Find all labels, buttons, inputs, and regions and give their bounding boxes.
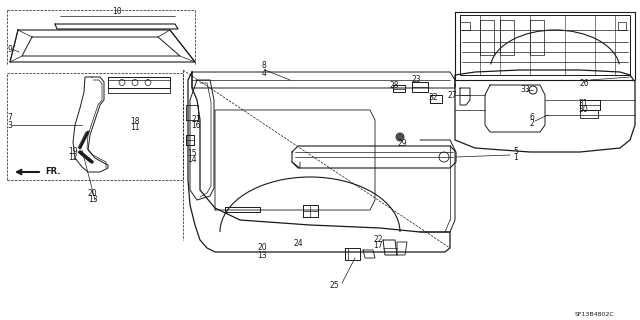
Circle shape (396, 133, 404, 141)
Circle shape (397, 134, 403, 140)
Text: 23: 23 (412, 76, 422, 84)
Text: 2: 2 (530, 119, 535, 129)
Text: 24: 24 (293, 238, 303, 247)
Text: 3: 3 (7, 121, 12, 130)
Text: 32: 32 (428, 93, 438, 102)
Text: 21: 21 (191, 115, 200, 124)
Text: 6: 6 (530, 113, 535, 122)
Text: 25: 25 (330, 282, 340, 291)
Bar (460, 22, 470, 30)
Text: 13: 13 (257, 251, 267, 260)
Text: 27: 27 (447, 92, 456, 100)
Text: 33: 33 (520, 85, 530, 94)
Bar (618, 22, 626, 30)
Text: 15: 15 (187, 148, 196, 157)
Text: 29: 29 (398, 140, 408, 148)
Text: 11: 11 (130, 124, 140, 132)
Text: 19: 19 (68, 147, 77, 156)
Text: 26: 26 (579, 78, 589, 87)
Text: 4: 4 (262, 68, 267, 77)
Text: 20: 20 (257, 244, 267, 252)
Text: 30: 30 (578, 106, 588, 115)
Text: 16: 16 (191, 122, 200, 131)
Text: SF13B4802C: SF13B4802C (575, 311, 615, 316)
Text: 5: 5 (513, 147, 518, 156)
Text: 31: 31 (578, 99, 588, 108)
Text: 9: 9 (7, 45, 12, 54)
Text: 20: 20 (88, 188, 98, 197)
Text: 10: 10 (112, 7, 122, 17)
Text: 17: 17 (373, 242, 383, 251)
Text: 7: 7 (7, 114, 12, 123)
Text: 22: 22 (373, 235, 383, 244)
Text: FR.: FR. (45, 167, 61, 177)
Text: 14: 14 (187, 156, 196, 164)
Text: 13: 13 (88, 196, 98, 204)
Text: 12: 12 (68, 153, 77, 162)
Text: 1: 1 (513, 154, 518, 163)
Text: 28: 28 (390, 82, 399, 91)
Text: 8: 8 (262, 61, 267, 70)
Text: 18: 18 (130, 116, 140, 125)
